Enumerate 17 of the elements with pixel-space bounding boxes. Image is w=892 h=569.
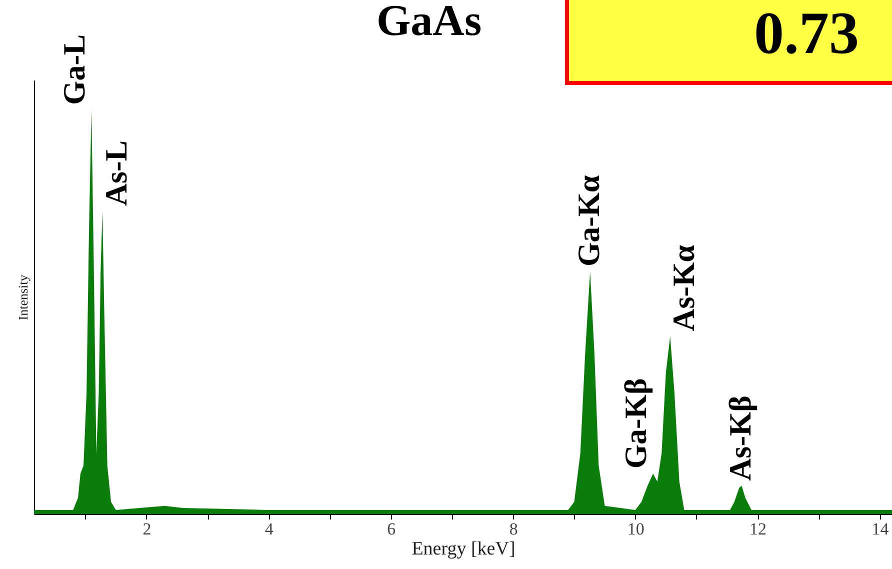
y-axis-title: Intensity xyxy=(16,274,30,320)
annotation: As-L xyxy=(98,140,134,206)
annotation: Ga-L xyxy=(56,34,92,105)
x-tick-label: 12 xyxy=(750,520,767,538)
annotation: As-Kβ xyxy=(722,395,758,481)
x-tick-label: 6 xyxy=(387,520,396,538)
x-tick-label: 4 xyxy=(264,520,274,538)
annotation: Ga-Kβ xyxy=(618,378,654,469)
x-tick-label: 10 xyxy=(627,520,644,538)
text: 0.73 xyxy=(754,0,859,66)
annotation: As-Kα xyxy=(666,244,702,332)
x-tick-label: 2 xyxy=(142,520,152,538)
x-axis-title: Energy [keV] xyxy=(412,538,516,560)
annotation: Ga-Kα xyxy=(571,175,606,267)
x-tick-label: 8 xyxy=(509,520,518,538)
chart-title: GaAs xyxy=(376,0,482,45)
x-tick-label: 14 xyxy=(872,520,890,538)
